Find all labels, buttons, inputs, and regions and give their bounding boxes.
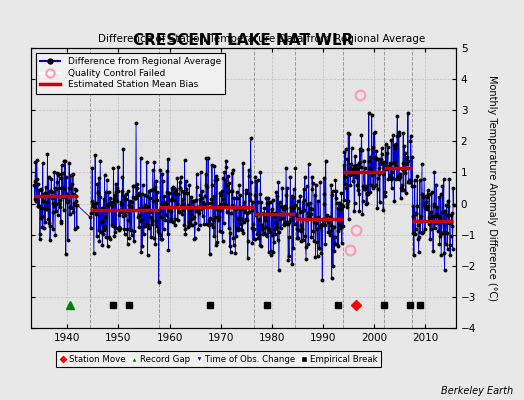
- Y-axis label: Monthly Temperature Anomaly Difference (°C): Monthly Temperature Anomaly Difference (…: [487, 75, 497, 301]
- Text: Berkeley Earth: Berkeley Earth: [441, 386, 514, 396]
- Text: Difference of Station Temperature Data from Regional Average: Difference of Station Temperature Data f…: [99, 34, 425, 44]
- Legend: Station Move, Record Gap, Time of Obs. Change, Empirical Break: Station Move, Record Gap, Time of Obs. C…: [56, 351, 380, 367]
- Title: CRESCENT LAKE NAT WLR: CRESCENT LAKE NAT WLR: [134, 33, 354, 48]
